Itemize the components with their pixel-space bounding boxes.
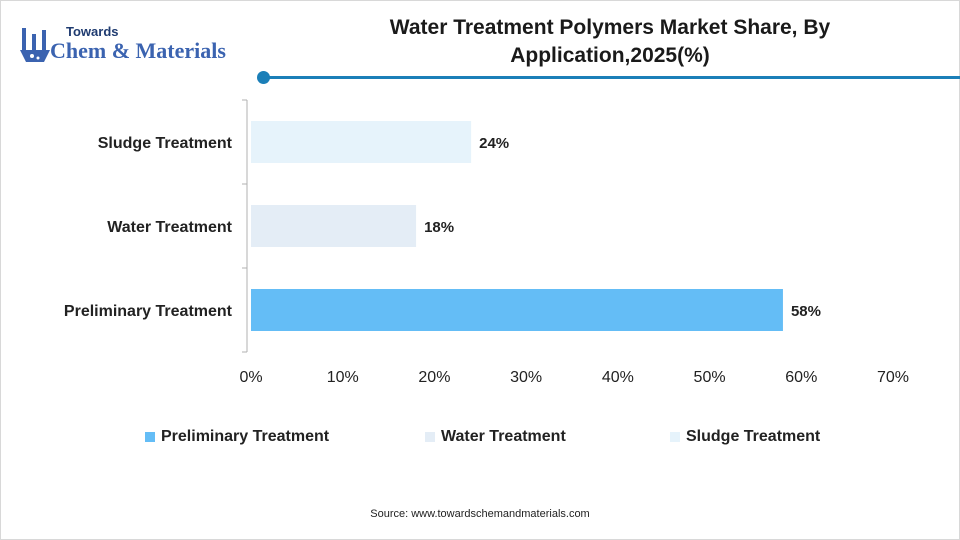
bar-preliminary-treatment [251, 289, 783, 331]
x-tick-label: 20% [418, 369, 450, 386]
x-tick-label: 10% [327, 369, 359, 386]
brand-main-text: Chem & Materials [50, 38, 226, 63]
legend-item: Preliminary Treatment [145, 428, 329, 446]
x-tick-label: 50% [694, 369, 726, 386]
title-rule [264, 76, 960, 79]
chart-title: Water Treatment Polymers Market Share, B… [389, 16, 831, 67]
x-tick-label: 70% [877, 369, 909, 386]
category-label: Water Treatment [107, 219, 232, 236]
source-note: Source: www.towardschemandmaterials.com [370, 508, 590, 520]
x-tick-label: 0% [239, 369, 262, 386]
brand-logo: Towards Chem & Materials [14, 22, 254, 70]
value-label: 24% [479, 135, 509, 152]
legend-label: Preliminary Treatment [161, 428, 330, 445]
title-rule-dot [257, 71, 270, 84]
category-label: Sludge Treatment [98, 135, 233, 152]
x-tick-label: 60% [785, 369, 817, 386]
flask-logo-icon [20, 28, 50, 62]
category-label: Preliminary Treatment [64, 303, 233, 320]
x-tick-label: 30% [510, 369, 542, 386]
chart-legend: Preliminary Treatment Water Treatment Slud… [0, 428, 960, 450]
brand-top-text: Towards [66, 24, 119, 39]
legend-item: Water Treatment [425, 428, 566, 446]
x-tick-label: 40% [602, 369, 634, 386]
legend-swatch [670, 432, 680, 442]
legend-label: Water Treatment [441, 428, 566, 445]
legend-swatch [145, 432, 155, 442]
legend-label: Sludge Treatment [686, 428, 821, 445]
value-label: 58% [791, 303, 821, 320]
legend-swatch [425, 432, 435, 442]
bar-sludge-treatment [251, 121, 472, 163]
legend-item: Sludge Treatment [670, 428, 820, 446]
bar-chart: Sludge Treatment 24% Water Treatment 18% Pre… [64, 99, 909, 386]
value-label: 18% [424, 219, 454, 236]
bar-water-treatment [251, 205, 417, 247]
